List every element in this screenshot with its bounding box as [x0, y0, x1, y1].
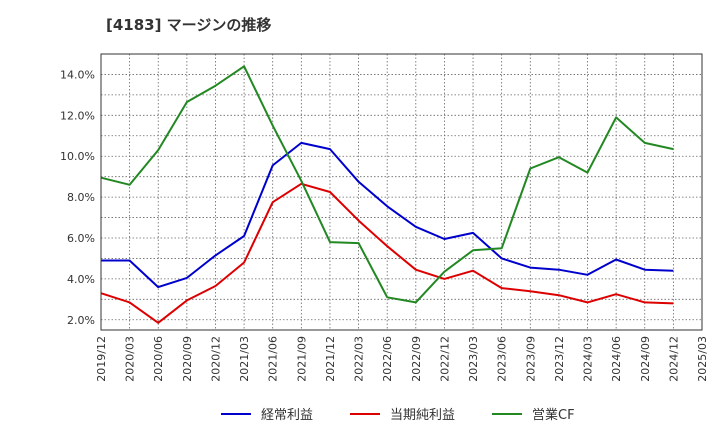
y-tick-label: 14.0%: [60, 68, 95, 81]
y-tick-label: 2.0%: [67, 314, 95, 327]
x-tick-label: 2024/03: [582, 336, 595, 382]
x-tick-label: 2022/03: [353, 336, 366, 382]
x-tick-layer: 2019/12 2020/03 2020/06 2020/09 2020/12 2021/…: [95, 336, 709, 382]
series-layer: [100, 65, 674, 324]
x-tick-label: 2022/06: [381, 336, 394, 382]
y-tick-label: 10.0%: [60, 150, 95, 163]
y-tick-label: 8.0%: [67, 191, 95, 204]
x-tick-label: 2021/09: [295, 336, 308, 382]
y-tick-layer: 2.0% 4.0% 6.0% 8.0% 10.0% 12.0% 14.0%: [60, 68, 95, 326]
x-tick-label: 2025/03: [696, 336, 709, 382]
y-tick-label: 12.0%: [60, 109, 95, 122]
y-tick-label: 6.0%: [67, 232, 95, 245]
legend: 経常利益 当期純利益 営業CF: [221, 407, 575, 423]
x-tick-label: 2022/12: [438, 336, 451, 382]
x-tick-label: 2020/06: [152, 336, 165, 382]
series-line-1: [100, 182, 674, 324]
legend-label-0: 経常利益: [261, 408, 313, 423]
chart-title: [4183] マージンの推移: [106, 16, 272, 34]
y-tick-label: 4.0%: [67, 273, 95, 286]
x-tick-label: 2021/12: [324, 336, 337, 382]
series-line-2: [100, 65, 674, 304]
x-tick-label: 2019/12: [95, 336, 108, 382]
legend-label-2: 営業CF: [532, 407, 575, 423]
legend-label-1: 当期純利益: [390, 408, 455, 423]
plot-frame: [100, 53, 703, 331]
x-tick-label: 2024/09: [639, 336, 652, 382]
x-tick-label: 2022/09: [410, 336, 423, 382]
x-tick-label: 2020/12: [209, 336, 222, 382]
x-tick-label: 2023/06: [496, 336, 509, 382]
x-tick-label: 2024/06: [610, 336, 623, 382]
x-tick-label: 2021/06: [267, 336, 280, 382]
series-line-0: [101, 141, 674, 289]
x-tick-label: 2023/03: [467, 336, 480, 382]
x-tick-label: 2020/09: [181, 336, 194, 382]
x-tick-label: 2024/12: [667, 336, 680, 382]
x-tick-label: 2023/12: [553, 336, 566, 382]
x-tick-label: 2020/03: [124, 336, 137, 382]
grid-layer: [100, 54, 703, 330]
x-tick-label: 2023/09: [524, 336, 537, 382]
x-tick-label: 2021/03: [238, 336, 251, 382]
